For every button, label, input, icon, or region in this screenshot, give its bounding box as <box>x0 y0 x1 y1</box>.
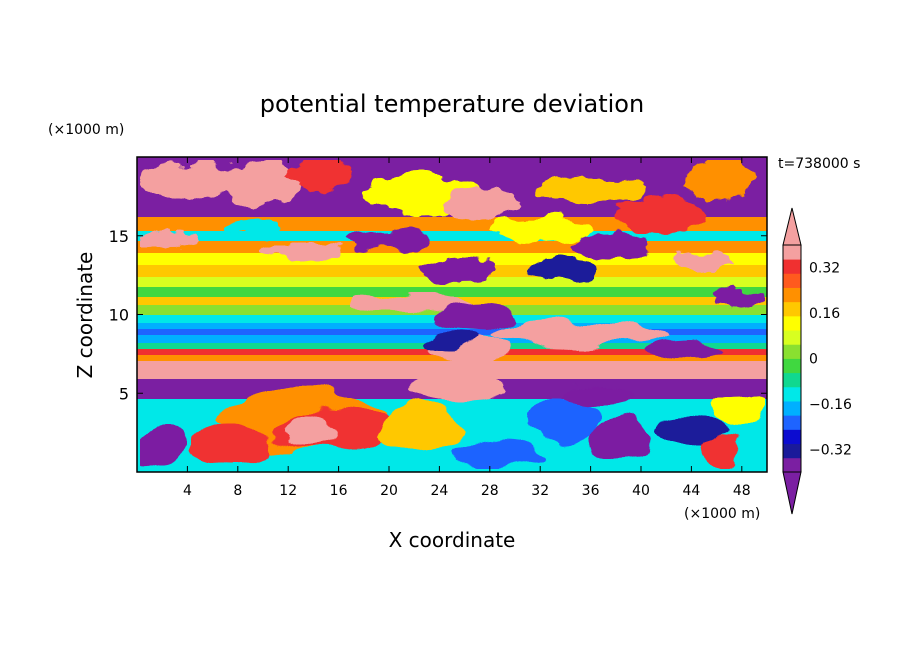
y-tick-label: 15 <box>109 227 129 246</box>
x-tick-label: 32 <box>531 483 549 499</box>
y-tick-label: 5 <box>119 384 129 403</box>
colorbar-cell <box>783 443 801 459</box>
colorbar-cell <box>783 401 801 416</box>
x-tick-label: 40 <box>632 483 650 499</box>
colorbar-tick-label: 0.16 <box>809 306 840 322</box>
x-tick-label: 36 <box>582 483 600 499</box>
colorbar-cell <box>783 344 801 359</box>
x-tick-label: 4 <box>183 483 192 499</box>
x-tick-label: 20 <box>380 483 398 499</box>
colorbar-frame <box>782 244 802 473</box>
y-axis-label: Z coordinate <box>73 252 97 379</box>
x-tick-label: 24 <box>430 483 448 499</box>
x-tick-label: 12 <box>279 483 297 499</box>
mid-streak <box>350 292 730 362</box>
colorbar-cell <box>783 301 801 317</box>
colorbar-tick-label: 0.32 <box>809 261 840 277</box>
colorbar: 0.32 0.16 0 −0.16 −0.32 <box>782 207 852 515</box>
colorbar-under-arrow <box>782 471 802 515</box>
x-axis-ticks: 4 8 12 16 20 24 28 32 36 40 44 48 <box>183 157 751 499</box>
colorbar-cell <box>783 386 801 402</box>
y-axis-ticks: 5 10 15 <box>109 227 767 403</box>
upper-blobs <box>140 160 765 312</box>
lower-eddies <box>140 378 765 469</box>
contour-field <box>137 157 767 472</box>
colorbar-cell <box>783 273 801 288</box>
x-tick-label: 8 <box>233 483 242 499</box>
chart-title: potential temperature deviation <box>260 90 644 118</box>
y-unit-label: (×1000 m) <box>48 122 124 138</box>
colorbar-cell <box>783 457 801 473</box>
colorbar-cell <box>783 358 801 374</box>
colorbar-cell <box>783 287 801 303</box>
colorbar-cell <box>783 372 801 388</box>
colorbar-over-arrow <box>782 207 802 246</box>
colorbar-tick-label: −0.16 <box>809 397 852 413</box>
colorbar-cell <box>783 315 801 331</box>
x-axis-label: X coordinate <box>389 528 516 552</box>
time-label: t=738000 s <box>778 156 860 172</box>
colorbar-cell <box>783 245 801 260</box>
colorbar-cell <box>783 330 801 345</box>
x-tick-label: 16 <box>330 483 348 499</box>
colorbar-cell <box>783 415 801 430</box>
x-tick-label: 48 <box>733 483 751 499</box>
colorbar-tick-label: −0.32 <box>809 442 852 458</box>
y-tick-label: 10 <box>109 306 129 325</box>
x-unit-label: (×1000 m) <box>684 506 760 522</box>
colorbar-cell <box>783 259 801 274</box>
x-tick-label: 28 <box>481 483 499 499</box>
colorbar-tick-label: 0 <box>809 352 818 368</box>
x-tick-label: 44 <box>682 483 700 499</box>
colorbar-cell <box>783 429 801 445</box>
